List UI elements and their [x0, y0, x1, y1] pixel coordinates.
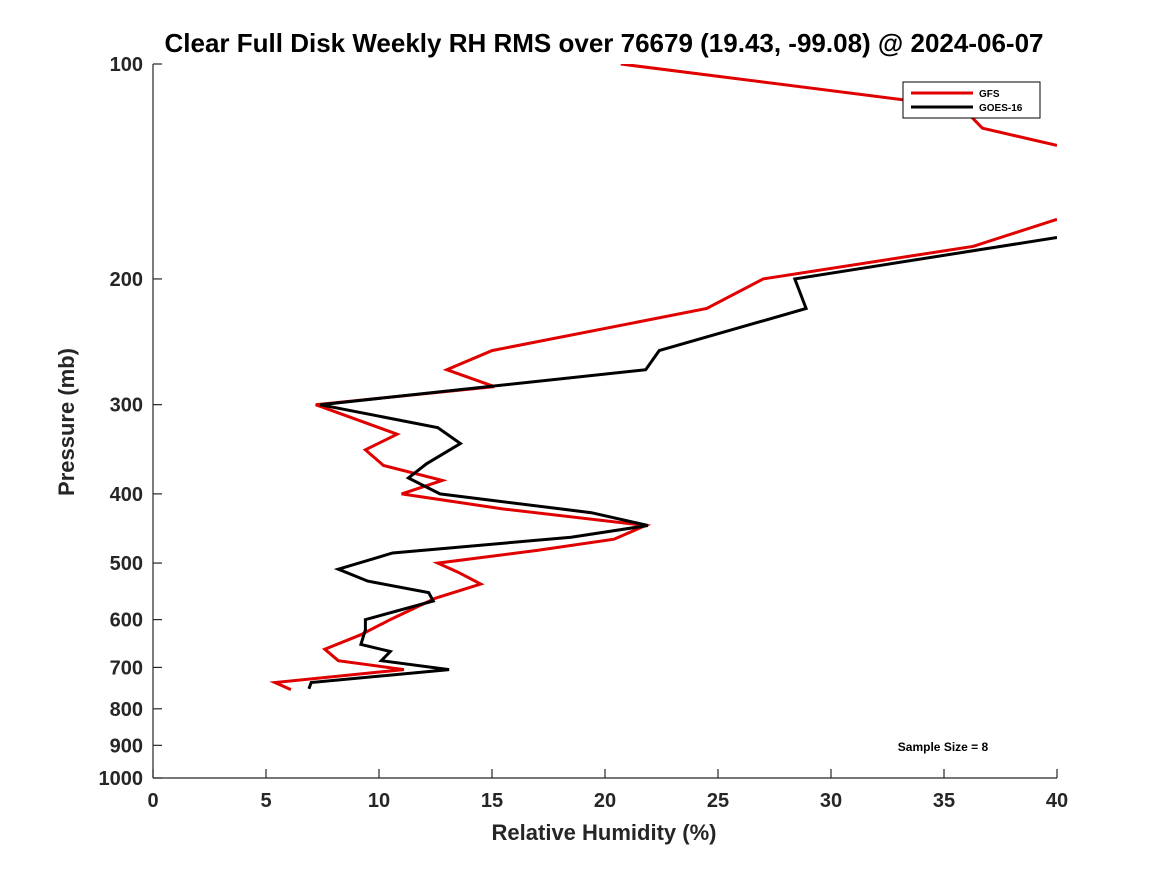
y-tick-label: 300: [110, 395, 143, 417]
x-tick-label: 35: [933, 790, 955, 812]
x-tick-label: 0: [147, 790, 158, 812]
x-axis-label: Relative Humidity (%): [492, 820, 717, 845]
y-tick-label: 1000: [99, 768, 144, 790]
x-tick-label: 30: [820, 790, 842, 812]
legend-label-gfs: GFS: [979, 89, 1000, 100]
y-tick-label: 600: [110, 610, 143, 632]
y-tick-label: 500: [110, 553, 143, 575]
x-tick-label: 25: [707, 790, 729, 812]
sample-size-annotation: Sample Size = 8: [898, 740, 989, 754]
legend: GFS GOES-16: [902, 81, 1041, 119]
legend-box: [902, 81, 1041, 119]
y-tick-label: 400: [110, 484, 143, 506]
y-tick-label: 200: [110, 269, 143, 291]
x-tick-label: 5: [260, 790, 271, 812]
y-tick-label: 700: [110, 657, 143, 679]
x-tick-label: 40: [1046, 790, 1068, 812]
y-tick-label: 800: [110, 699, 143, 721]
x-tick-label: 15: [481, 790, 503, 812]
series-line-gfs-part-2: [269, 217, 1057, 691]
y-tick-label: 100: [110, 54, 143, 76]
x-tick-label: 20: [594, 790, 616, 812]
y-axis-label: Pressure (mb): [54, 348, 79, 496]
y-tick-label: 900: [110, 735, 143, 757]
series-line-goes-16: [307, 236, 1057, 690]
legend-label-goes-16: GOES-16: [979, 103, 1023, 114]
x-tick-label: 10: [368, 790, 390, 812]
chart-title: Clear Full Disk Weekly RH RMS over 76679…: [165, 28, 1044, 58]
